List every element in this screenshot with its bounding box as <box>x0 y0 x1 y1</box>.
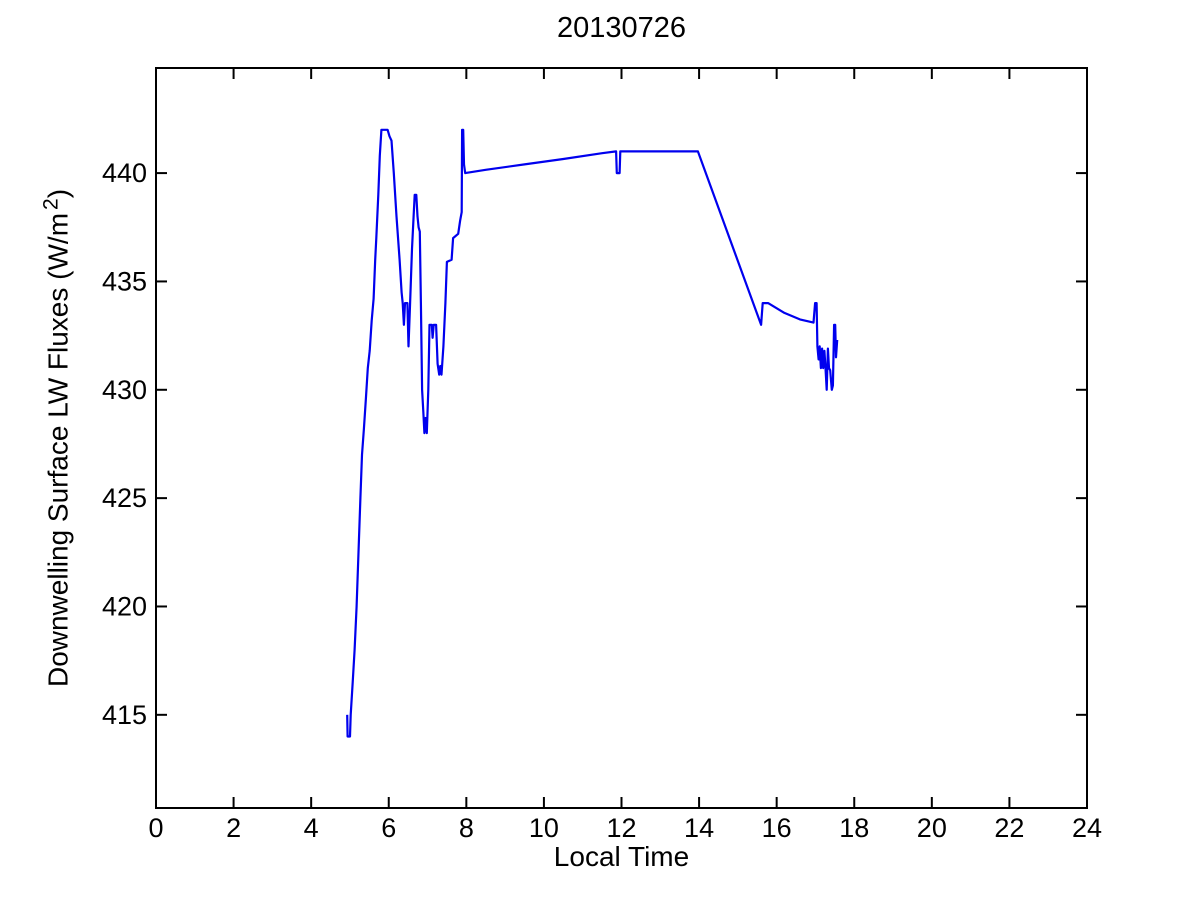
axes-box <box>155 67 1088 809</box>
x-tick-label: 16 <box>762 813 792 843</box>
x-tick-label: 18 <box>839 813 869 843</box>
x-tick-label: 24 <box>1072 813 1102 843</box>
x-tick-label: 6 <box>381 813 396 843</box>
x-tick-label: 2 <box>226 813 241 843</box>
y-tick-label: 425 <box>102 483 147 513</box>
x-tick-label: 8 <box>459 813 474 843</box>
y-tick-label: 440 <box>102 158 147 188</box>
chart-title: 20130726 <box>556 12 687 44</box>
x-axis-label: Local Time <box>553 841 690 872</box>
x-tick-label: 12 <box>606 813 636 843</box>
x-tick-label: 14 <box>684 813 714 843</box>
x-tick-label: 22 <box>994 813 1024 843</box>
y-tick-label: 435 <box>102 266 147 296</box>
y-tick-label: 420 <box>102 591 147 621</box>
x-tick-label: 0 <box>148 813 163 843</box>
x-tick-label: 4 <box>304 813 319 843</box>
y-tick-label: 415 <box>102 700 147 730</box>
x-tick-label: 10 <box>529 813 559 843</box>
flux-line-series <box>346 128 839 738</box>
y-tick-label: 430 <box>102 375 147 405</box>
x-tick-label: 20 <box>917 813 947 843</box>
